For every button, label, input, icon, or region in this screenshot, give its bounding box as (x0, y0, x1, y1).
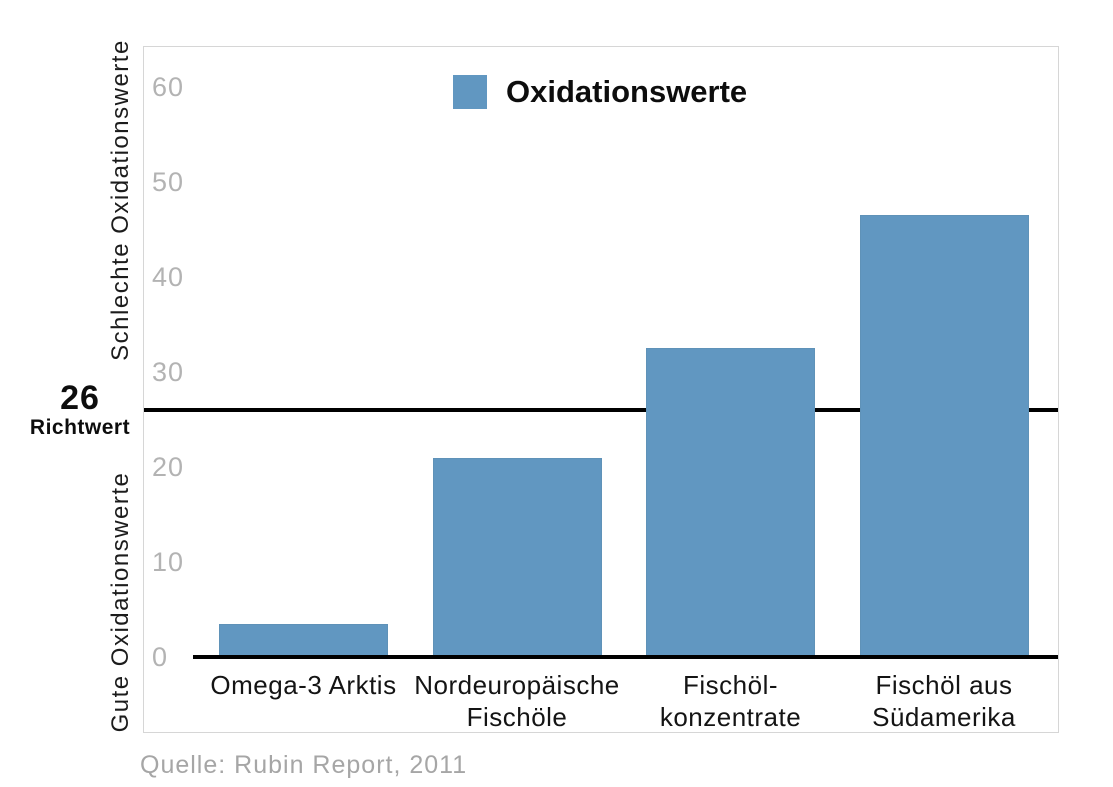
y-tick-label: 30 (152, 357, 185, 387)
y-tick-label: 40 (152, 262, 185, 292)
bar-fisch-l-aus-s-damerika (859, 215, 1029, 657)
legend: Oxidationswerte (453, 74, 747, 110)
reference-caption-label: Richtwert (29, 416, 131, 439)
bar-fisch-l-konzentrate (646, 348, 815, 657)
y-tick-label: 50 (152, 167, 185, 197)
reference-line-labels: 26 Richtwert (10, 381, 150, 440)
y-tick-label: 20 (152, 452, 185, 482)
plot-area: Oxidationswerte 0 10 20 30 40 50 60 Omega-3 Ark… (143, 46, 1059, 733)
source-note: Quelle: Rubin Report, 2011 (140, 751, 468, 779)
legend-label: Oxidationswerte (506, 74, 748, 109)
category-label: Fischöl-konzentrate (659, 670, 802, 732)
reference-line (144, 408, 1058, 412)
bar-omega-3-arktis (219, 623, 388, 657)
bar-nordeurop-ische-fisch-le (432, 457, 602, 657)
category-label: Nordeuropäische Fischöle (414, 670, 620, 732)
y-tick-label: 0 (152, 642, 169, 672)
reference-value-label: 26 (60, 379, 100, 417)
x-axis-line (193, 655, 1058, 659)
y-tick-label: 60 (152, 72, 185, 102)
y-axis-label-lower: Gute Oxidationswerte (107, 471, 134, 733)
legend-swatch (453, 75, 487, 109)
category-label: Fischöl aus Südamerika (872, 670, 1016, 732)
y-axis-label-upper: Schlechte Oxidationswerte (107, 39, 134, 361)
y-tick-label: 10 (152, 547, 185, 577)
category-label: Omega-3 Arktis (210, 670, 397, 700)
